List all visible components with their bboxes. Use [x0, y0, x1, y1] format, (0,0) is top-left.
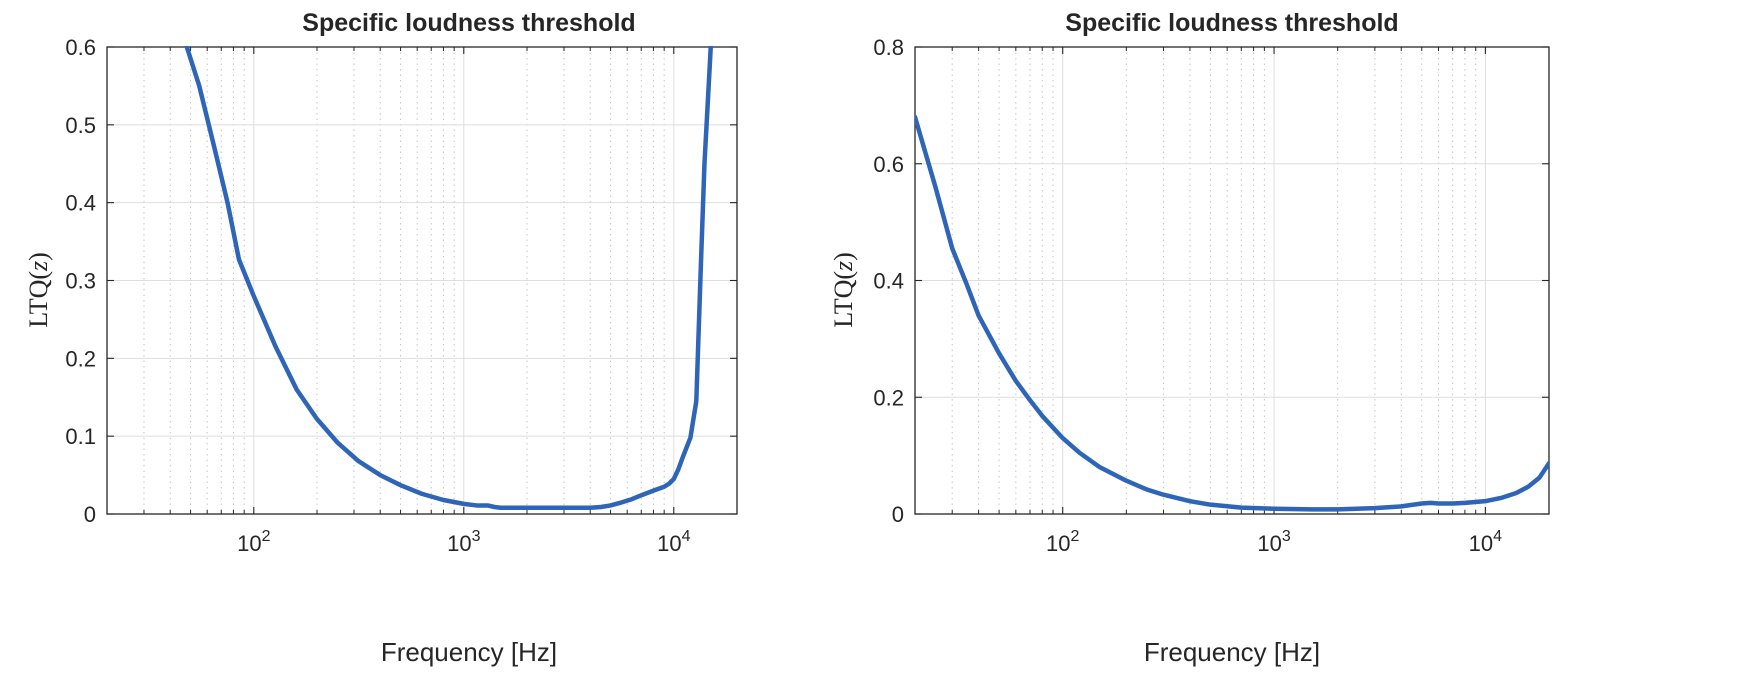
y-tick-label: 0.2 — [873, 385, 904, 410]
y-tick-label: 0.4 — [873, 269, 904, 294]
axes — [914, 46, 1550, 515]
axes — [106, 46, 738, 515]
y-tick-label: 0.2 — [65, 346, 96, 371]
y-tick-label: 0.5 — [65, 113, 96, 138]
x-tick-label: 102 — [1046, 528, 1079, 556]
x-tick-label: 103 — [1257, 528, 1290, 556]
chart-title: Specific loudness threshold — [302, 9, 635, 37]
series-line — [184, 46, 714, 511]
y-axis-label: LTQ(z) — [829, 252, 858, 328]
y-tick-label: 0.6 — [873, 152, 904, 177]
chart-title: Specific loudness threshold — [1065, 9, 1398, 37]
x-axis-label: Frequency [Hz] — [1144, 637, 1320, 667]
x-axis-label: Frequency [Hz] — [381, 637, 557, 667]
y-tick-label: 0.6 — [65, 35, 96, 60]
x-tick-label: 104 — [657, 528, 690, 556]
y-tick-label: 0 — [892, 502, 904, 527]
y-tick-label: 0.1 — [65, 424, 96, 449]
x-tick-label: 102 — [237, 528, 270, 556]
y-tick-label: 0 — [84, 502, 96, 527]
tick-labels: 0 0.2 0.4 0.6 0.8 102 103 104 — [873, 35, 1502, 556]
x-tick-label: 103 — [447, 528, 480, 556]
y-tick-label: 0.4 — [65, 191, 96, 216]
y-axis-label: LTQ(z) — [24, 252, 53, 328]
series-line — [915, 114, 1549, 512]
chart-right: Specific loudness threshold Frequency [H… — [829, 9, 1550, 667]
x-tick-label: 104 — [1469, 528, 1502, 556]
y-tick-label: 0.8 — [873, 35, 904, 60]
y-tick-label: 0.3 — [65, 269, 96, 294]
chart-left: Specific loudness threshold Frequency [H… — [24, 9, 738, 667]
tick-labels: 0 0.1 0.2 0.3 0.4 0.5 0.6 102 103 104 — [65, 35, 690, 556]
